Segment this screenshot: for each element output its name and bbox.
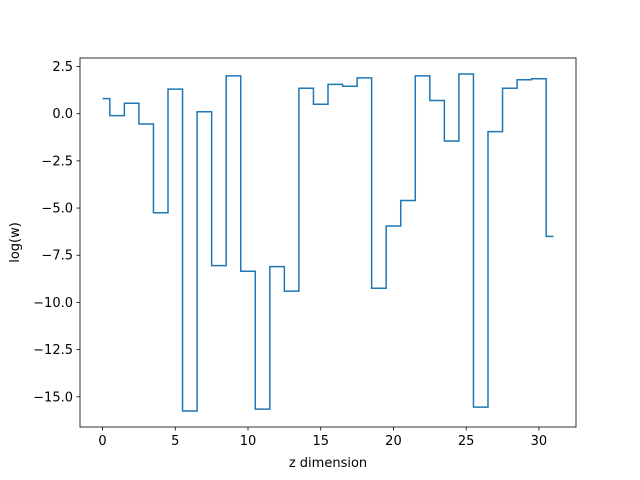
y-tick-label: −10.0 — [33, 296, 73, 311]
y-tick-label: −2.5 — [41, 154, 73, 169]
x-tick-label: 25 — [458, 434, 475, 449]
x-tick-label: 20 — [385, 434, 402, 449]
plot-area — [80, 58, 576, 427]
x-tick-label: 15 — [312, 434, 329, 449]
x-axis-ticks: 0 5 10 15 20 25 30 — [98, 427, 547, 449]
y-tick-label: −15.0 — [33, 390, 73, 405]
axes-frame — [79, 57, 577, 428]
series-line-0 — [102, 73, 554, 412]
series-layer — [102, 73, 554, 412]
y-axis-ticks: 2.5 0.0 −2.5 −5.0 −7.5 −10.0 −12.5 −15.0 — [33, 60, 80, 405]
y-tick-label: 0.0 — [52, 107, 73, 122]
x-tick-label: 30 — [531, 434, 548, 449]
y-tick-label: −5.0 — [41, 202, 73, 217]
x-tick-label: 5 — [171, 434, 179, 449]
y-tick-label: 2.5 — [52, 60, 73, 75]
x-tick-label: 10 — [240, 434, 257, 449]
y-tick-label: −7.5 — [41, 249, 73, 264]
y-axis-label: log(w) — [8, 222, 23, 263]
y-tick-label: −12.5 — [33, 343, 73, 358]
x-tick-label: 0 — [98, 434, 106, 449]
x-axis-label: z dimension — [289, 456, 367, 471]
